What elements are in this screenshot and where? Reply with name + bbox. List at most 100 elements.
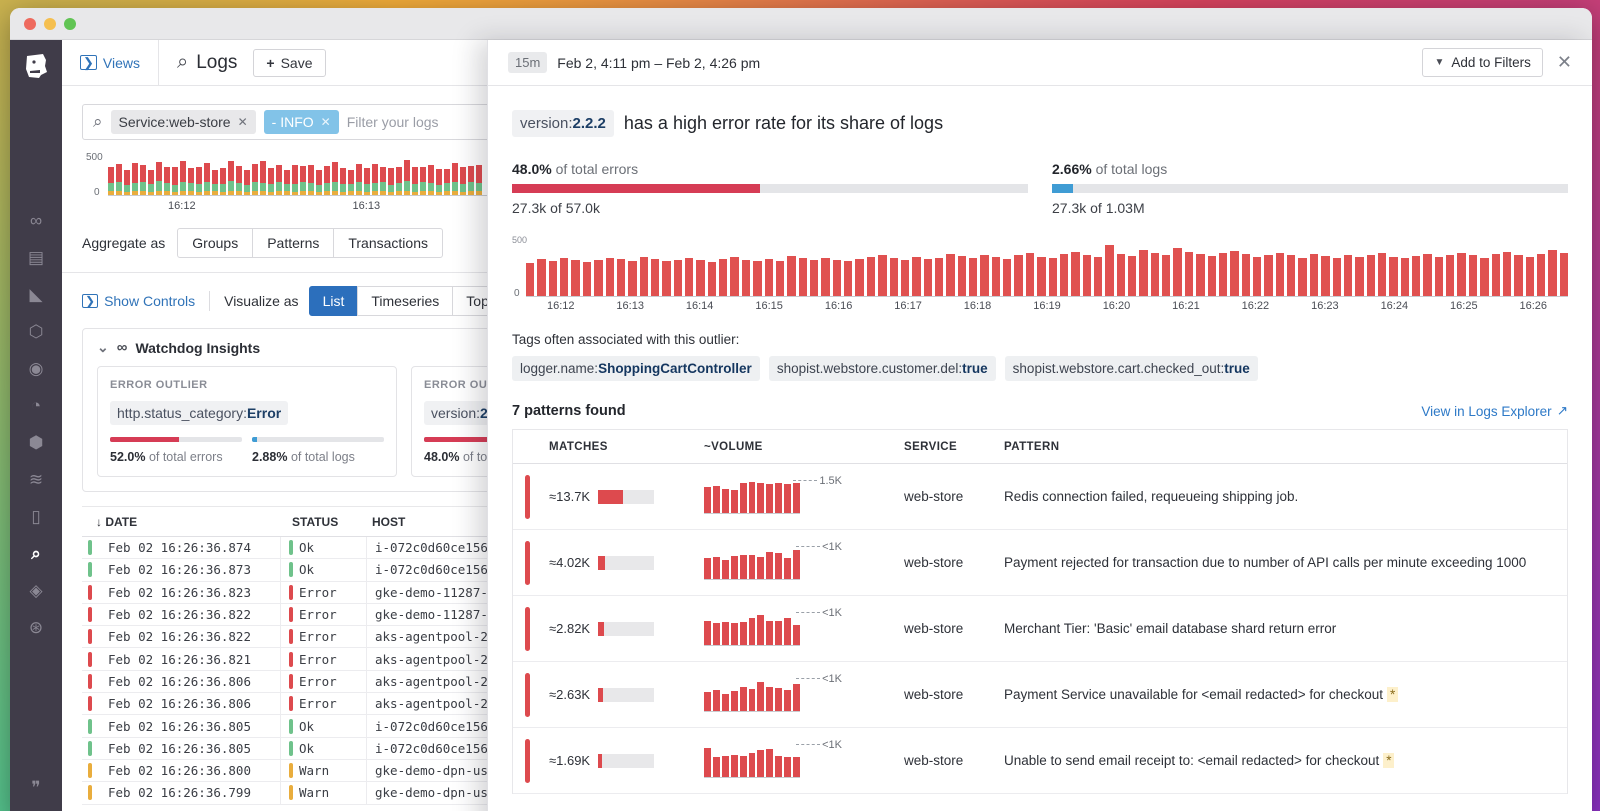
volume-label: <1K xyxy=(822,540,842,553)
log-row[interactable]: Feb 02 16:26:36.873 Ok i-072c0d60ce156c179 xyxy=(82,559,842,582)
matches-column-header[interactable]: MATCHES xyxy=(549,440,608,453)
pattern-row[interactable]: ≈1.69K <1K web-store Unable to send email r… xyxy=(513,728,1567,794)
associated-tag-chip[interactable]: logger.name:ShoppingCartController xyxy=(512,356,760,381)
pattern-row[interactable]: ≈13.7K 1.5K web-store Redis connection fail… xyxy=(513,464,1567,530)
histogram-bar xyxy=(436,169,442,195)
status-column-header[interactable]: STATUS xyxy=(292,514,339,529)
pattern-level-indicator xyxy=(525,540,530,585)
associated-tag-chip[interactable]: shopist.webstore.customer.del:true xyxy=(768,356,996,381)
view-in-logs-explorer-link[interactable]: View in Logs Explorer ↗ xyxy=(1421,403,1568,419)
log-status: Error xyxy=(280,603,360,626)
views-label: Views xyxy=(102,54,140,71)
remove-chip-icon[interactable]: ✕ xyxy=(320,115,331,129)
panel-body: version:2.2.2 has a high error rate for … xyxy=(488,86,1592,794)
sort-desc-icon: ↓ xyxy=(96,514,102,529)
integrations-icon[interactable]: ⬢ xyxy=(28,432,44,452)
aggregate-option-transactions[interactable]: Transactions xyxy=(333,228,443,258)
histogram-bar xyxy=(236,166,242,195)
tags-label: Tags often associated with this outlier: xyxy=(512,332,740,347)
watchdog-icon[interactable]: ∞ xyxy=(29,210,43,230)
version-tag-chip[interactable]: version:2.2.2 xyxy=(512,110,614,137)
events-icon[interactable]: ▤ xyxy=(27,247,45,267)
pattern-level-indicator xyxy=(525,474,530,519)
divider xyxy=(209,291,211,311)
pattern-level-indicator xyxy=(525,606,530,651)
logs-search-icon: ⌕ xyxy=(177,51,189,73)
chevron-down-icon[interactable]: ⌄ xyxy=(97,339,109,355)
help-chat-icon[interactable]: ❞ xyxy=(31,777,41,797)
log-host: i-072c0d60ce156c179 xyxy=(366,537,842,559)
x-tick-label: 16:23 xyxy=(1311,300,1339,312)
security-icon[interactable]: ◈ xyxy=(29,580,43,600)
tab-timeseries[interactable]: Timeseries xyxy=(357,286,454,316)
search-filter-chip[interactable]: Service:web-store ✕ xyxy=(110,110,256,134)
datadog-logo-icon[interactable] xyxy=(18,48,54,84)
dashboards-icon[interactable]: ◔ xyxy=(30,395,42,415)
monitors-icon[interactable]: ◉ xyxy=(28,358,44,378)
outlier-error-histogram[interactable]: 500 0 16:12 16:13 16:14 16:15 16:16 16:17 16:1… xyxy=(512,235,1569,314)
apm-icon[interactable]: ⬡ xyxy=(28,321,44,341)
pipelines-icon[interactable]: ≋ xyxy=(28,469,44,489)
date-column-header[interactable]: ↓ DATE xyxy=(96,514,138,529)
row-level-indicator xyxy=(88,540,92,556)
pattern-service: web-store xyxy=(904,489,964,504)
service-column-header[interactable]: SERVICE xyxy=(904,440,958,453)
synthetics-icon[interactable]: ⊛ xyxy=(28,617,44,637)
card-stats: 52.0% of total errors 2.88% of total log… xyxy=(110,450,355,464)
show-controls-button[interactable]: ❯ Show Controls xyxy=(82,293,195,309)
row-level-indicator xyxy=(88,740,92,756)
matches-bar xyxy=(598,687,655,702)
pattern-row[interactable]: ≈4.02K <1K web-store Payment rejected for t… xyxy=(513,530,1567,596)
histogram-bar xyxy=(476,165,482,195)
associated-tag-chip[interactable]: shopist.webstore.cart.checked_out:true xyxy=(1004,356,1258,381)
time-range-text: Feb 2, 4:11 pm – Feb 2, 4:26 pm xyxy=(557,54,761,71)
aggregate-row: Aggregate as Groups Patterns Transactions xyxy=(82,228,1592,258)
minimize-window-button[interactable] xyxy=(44,17,56,30)
log-row[interactable]: Feb 02 16:26:36.874 Ok i-072c0d60ce156c179 xyxy=(82,537,842,560)
pattern-volume-sparkline: <1K xyxy=(704,673,842,717)
metrics-icon[interactable]: ◣ xyxy=(29,284,43,304)
pattern-row[interactable]: ≈2.82K <1K web-store Merchant Tier: 'Basic'… xyxy=(513,596,1567,662)
visualize-label: Visualize as xyxy=(224,293,299,309)
host-column-header[interactable]: HOST xyxy=(372,514,406,529)
x-tick-label: 16:12 xyxy=(546,300,575,312)
log-row[interactable]: Feb 02 16:26:36.805 Ok i-072c0d60ce156c179 xyxy=(82,737,842,760)
maximize-window-button[interactable] xyxy=(64,17,76,30)
notebooks-icon[interactable]: ▯ xyxy=(31,506,41,526)
outlier-tag-chip[interactable]: http.status_category:Error xyxy=(110,401,289,425)
logs-icon[interactable]: ⌕ xyxy=(31,543,41,563)
volume-column-header[interactable]: ~VOLUME xyxy=(704,440,763,453)
pattern-text: Payment Service unavailable for <email r… xyxy=(1004,687,1567,702)
error-outlier-card-1[interactable]: ERROR OUTLIER http.status_category:Error… xyxy=(97,366,397,477)
log-host: i-072c0d60ce156c179 xyxy=(366,737,842,759)
panel-header-actions: ▼ Add to Filters ✕ xyxy=(1422,48,1572,77)
log-search-input[interactable]: ⌕ Service:web-store ✕ - INFO ✕ Filter your … xyxy=(82,104,882,140)
chip-label: Service:web-store xyxy=(118,114,231,130)
volume-label: <1K xyxy=(822,672,842,685)
log-row[interactable]: Feb 02 16:26:36.805 Ok i-072c0d60ce156c179 xyxy=(82,715,842,738)
histogram-bar xyxy=(276,165,282,195)
aggregate-options: Groups Patterns Transactions xyxy=(177,228,443,258)
x-tick-label: 16:26 xyxy=(1519,300,1548,312)
add-to-filters-button[interactable]: ▼ Add to Filters xyxy=(1422,48,1543,77)
duration-badge: 15m xyxy=(508,52,548,73)
search-filter-chip[interactable]: - INFO ✕ xyxy=(263,110,339,134)
views-button[interactable]: ❯ Views xyxy=(80,55,140,71)
pattern-row[interactable]: ≈2.63K <1K web-store Payment Service unavai… xyxy=(513,662,1567,728)
status-level-icon xyxy=(289,673,293,689)
volume-annotation: <1K xyxy=(796,541,842,553)
log-status: Error xyxy=(280,626,360,648)
aggregate-option-patterns[interactable]: Patterns xyxy=(252,228,335,258)
save-button[interactable]: + Save xyxy=(253,48,326,77)
log-row[interactable]: Feb 02 16:26:36.821 Error aks-agentpool-21… xyxy=(82,648,842,671)
remove-chip-icon[interactable]: ✕ xyxy=(237,115,248,129)
matches-bar xyxy=(598,621,655,636)
close-window-button[interactable] xyxy=(24,17,36,30)
aggregate-option-groups[interactable]: Groups xyxy=(177,228,254,258)
y-axis-min: 0 xyxy=(514,288,520,299)
tab-list[interactable]: List xyxy=(308,286,359,316)
dashed-leader-line xyxy=(793,480,818,481)
pattern-column-header[interactable]: PATTERN xyxy=(1004,440,1060,453)
close-panel-icon[interactable]: ✕ xyxy=(1556,52,1572,72)
